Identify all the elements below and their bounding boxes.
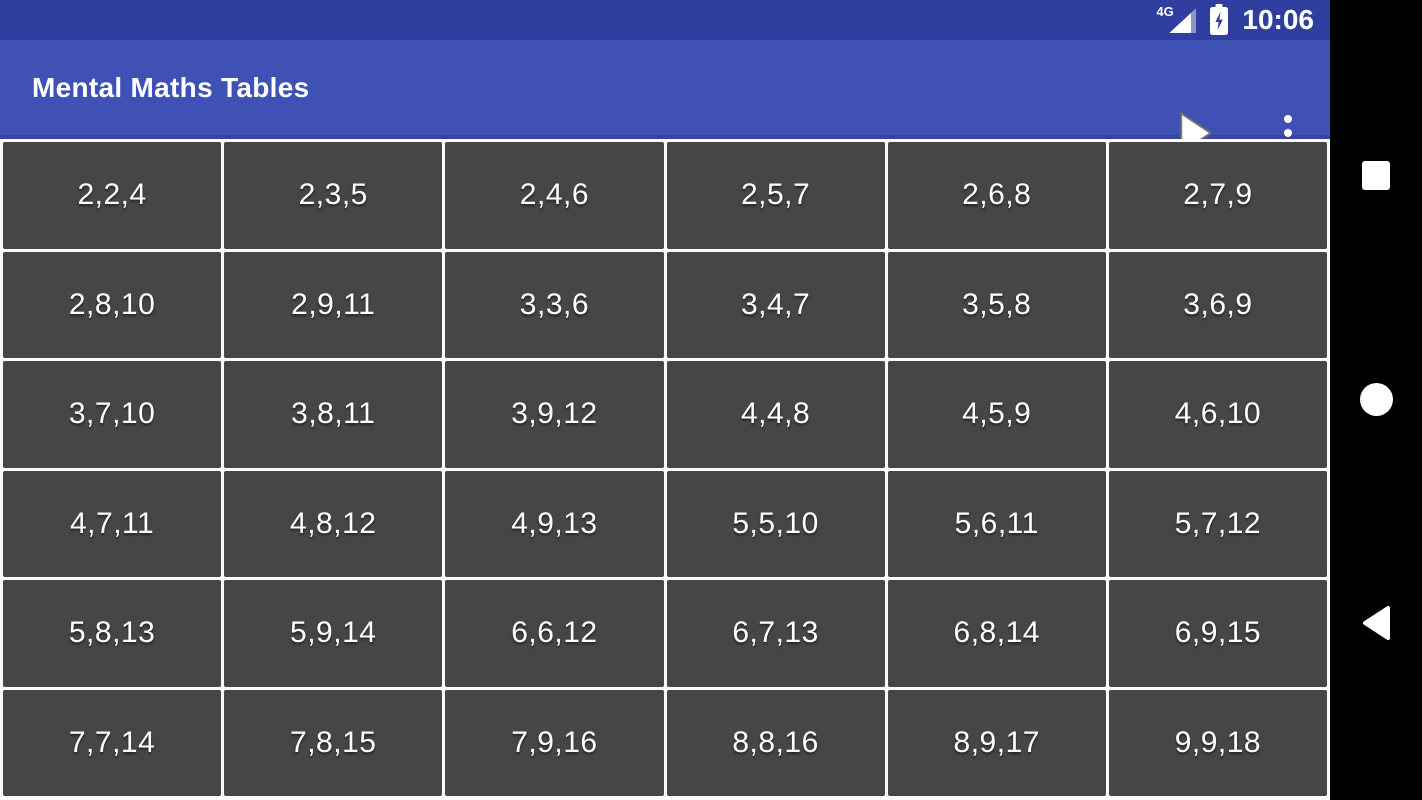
fact-cell[interactable]: 3,3,6 [445, 251, 664, 358]
fact-cell[interactable]: 8,8,16 [666, 689, 885, 796]
fact-cell[interactable]: 9,9,18 [1108, 689, 1327, 796]
signal-strength-icon [1169, 8, 1197, 33]
home-circle-icon [1359, 382, 1393, 416]
fact-cell[interactable]: 2,8,10 [3, 251, 222, 358]
fact-cell[interactable]: 2,4,6 [445, 142, 664, 249]
fact-cell[interactable]: 3,6,9 [1108, 251, 1327, 358]
fact-cell[interactable]: 2,3,5 [224, 142, 443, 249]
fact-cell[interactable]: 6,6,12 [445, 580, 664, 687]
page-title: Mental Maths Tables [32, 71, 310, 103]
fact-cell[interactable]: 6,8,14 [887, 580, 1106, 687]
fact-cell[interactable]: 5,9,14 [224, 580, 443, 687]
fact-cell[interactable]: 7,9,16 [445, 689, 664, 796]
fact-cell[interactable]: 4,9,13 [445, 470, 664, 577]
fact-cell[interactable]: 3,4,7 [666, 251, 885, 358]
fact-cell[interactable]: 4,8,12 [224, 470, 443, 577]
fact-cell[interactable]: 4,5,9 [887, 361, 1106, 468]
fact-cell[interactable]: 6,9,15 [1108, 580, 1327, 687]
back-triangle-icon [1363, 606, 1390, 640]
fact-cell[interactable]: 3,9,12 [445, 361, 664, 468]
status-bar: 4G 10:06 [0, 0, 1330, 40]
android-nav-bar [1330, 0, 1422, 800]
facts-grid: 2,2,4 2,3,5 2,4,6 2,5,7 2,6,8 2,7,9 2,8,10 2,9,… [0, 139, 1330, 800]
fact-cell[interactable]: 4,7,11 [3, 470, 222, 577]
fact-cell[interactable]: 5,6,11 [887, 470, 1106, 577]
app-screen: 4G 10:06 Mental Maths Tables [0, 0, 1330, 800]
fact-cell[interactable]: 5,7,12 [1108, 470, 1327, 577]
fact-cell[interactable]: 8,9,17 [887, 689, 1106, 796]
recents-square-icon [1362, 160, 1390, 190]
network-type-label: 4G [1156, 4, 1174, 19]
back-button[interactable] [1330, 583, 1422, 663]
fact-cell[interactable]: 3,5,8 [887, 251, 1106, 358]
fact-cell[interactable]: 6,7,13 [666, 580, 885, 687]
app-bar: Mental Maths Tables [0, 40, 1330, 155]
fact-cell[interactable]: 2,5,7 [666, 142, 885, 249]
fact-cell[interactable]: 7,7,14 [3, 689, 222, 796]
fact-cell[interactable]: 3,8,11 [224, 361, 443, 468]
fact-cell[interactable]: 5,8,13 [3, 580, 222, 687]
fact-cell[interactable]: 5,5,10 [666, 470, 885, 577]
fact-cell[interactable]: 2,9,11 [224, 251, 443, 358]
recents-button[interactable] [1330, 135, 1422, 215]
fact-cell[interactable]: 2,2,4 [3, 142, 222, 249]
status-clock: 10:06 [1242, 4, 1314, 35]
battery-charging-icon [1210, 4, 1229, 35]
fact-cell[interactable]: 3,7,10 [3, 361, 222, 468]
signal-4g: 4G [1156, 4, 1197, 35]
home-button[interactable] [1330, 359, 1422, 439]
fact-cell[interactable]: 2,7,9 [1108, 142, 1327, 249]
fact-cell[interactable]: 2,6,8 [887, 142, 1106, 249]
fact-cell[interactable]: 4,6,10 [1108, 361, 1327, 468]
fact-cell[interactable]: 7,8,15 [224, 689, 443, 796]
fact-cell[interactable]: 4,4,8 [666, 361, 885, 468]
